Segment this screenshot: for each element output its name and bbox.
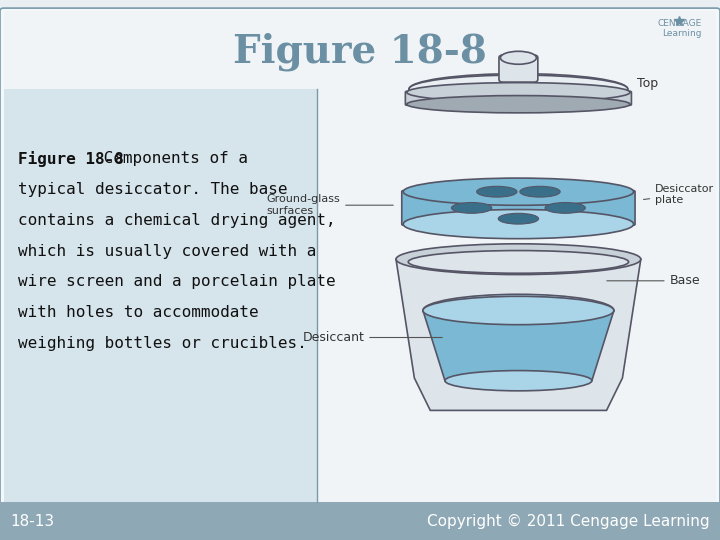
Text: Components of a: Components of a	[94, 151, 248, 166]
Ellipse shape	[403, 210, 634, 239]
Ellipse shape	[477, 186, 517, 197]
Text: CENGAGE
Learning: CENGAGE Learning	[658, 19, 702, 38]
Text: Figure 18-8: Figure 18-8	[18, 151, 124, 167]
FancyBboxPatch shape	[499, 55, 538, 82]
Ellipse shape	[407, 78, 630, 111]
Ellipse shape	[396, 244, 641, 274]
Bar	[4, 11, 317, 502]
Text: Figure 18-8: Figure 18-8	[233, 32, 487, 71]
Bar	[4, 11, 716, 89]
Ellipse shape	[423, 296, 614, 325]
Text: Top: Top	[637, 77, 658, 90]
Text: 18-13: 18-13	[11, 514, 55, 529]
Ellipse shape	[520, 186, 560, 197]
Ellipse shape	[451, 202, 492, 213]
Text: with holes to accommodate: with holes to accommodate	[18, 305, 258, 320]
Ellipse shape	[423, 294, 614, 327]
Bar	[317, 11, 716, 502]
Ellipse shape	[409, 73, 628, 105]
Bar	[0, 502, 720, 540]
Text: Ground-glass
surfaces: Ground-glass surfaces	[266, 194, 393, 216]
Text: Copyright © 2011 Cengage Learning: Copyright © 2011 Cengage Learning	[426, 514, 709, 529]
PathPatch shape	[423, 310, 614, 381]
Text: typical desiccator. The base: typical desiccator. The base	[18, 182, 287, 197]
PathPatch shape	[396, 259, 641, 410]
Text: weighing bottles or crucibles.: weighing bottles or crucibles.	[18, 336, 307, 351]
Ellipse shape	[403, 178, 634, 205]
Text: Desiccator
plate: Desiccator plate	[644, 184, 714, 205]
Ellipse shape	[409, 75, 628, 103]
FancyBboxPatch shape	[405, 91, 631, 105]
Ellipse shape	[545, 202, 585, 213]
Ellipse shape	[445, 370, 592, 391]
Ellipse shape	[498, 213, 539, 224]
FancyBboxPatch shape	[402, 191, 635, 225]
Text: Desiccant: Desiccant	[302, 331, 442, 344]
Text: contains a chemical drying agent,: contains a chemical drying agent,	[18, 213, 336, 228]
Text: Base: Base	[607, 274, 701, 287]
Ellipse shape	[500, 51, 536, 64]
Ellipse shape	[407, 96, 630, 113]
Text: which is usually covered with a: which is usually covered with a	[18, 244, 316, 259]
Ellipse shape	[407, 83, 630, 102]
Text: wire screen and a porcelain plate: wire screen and a porcelain plate	[18, 274, 336, 289]
FancyBboxPatch shape	[0, 8, 720, 505]
Ellipse shape	[408, 251, 629, 273]
